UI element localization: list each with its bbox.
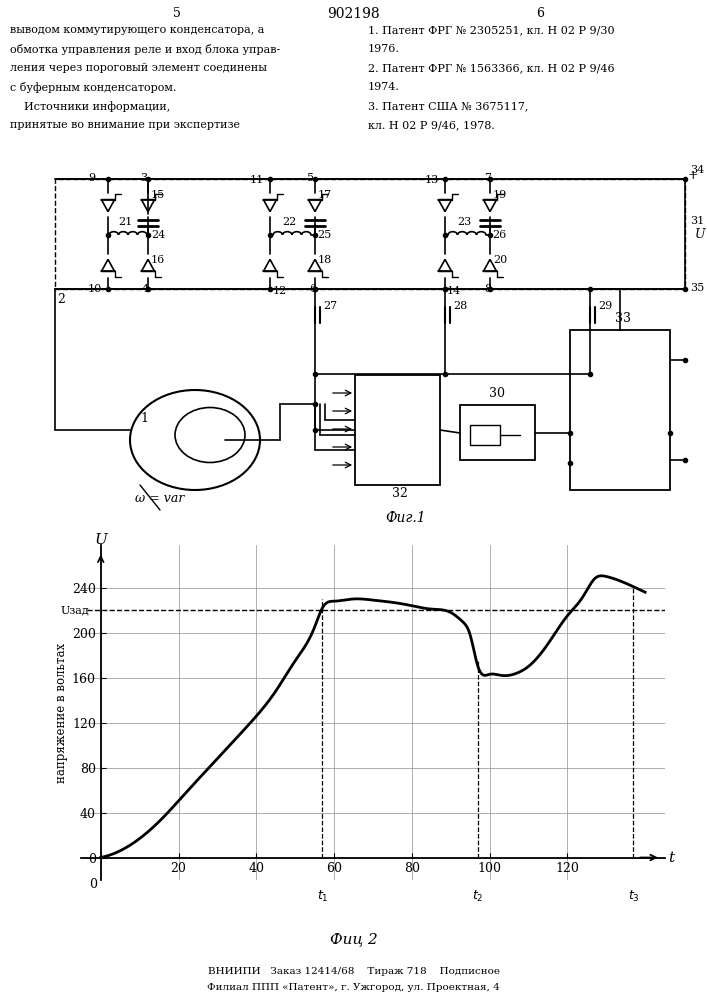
Text: 3. Патент США № 3675117,: 3. Патент США № 3675117, bbox=[368, 101, 528, 111]
Text: +: + bbox=[688, 169, 699, 182]
Text: 33: 33 bbox=[615, 312, 631, 325]
Text: Источники информации,: Источники информации, bbox=[10, 101, 170, 112]
Text: 15: 15 bbox=[151, 190, 165, 200]
Text: 31: 31 bbox=[690, 216, 704, 226]
Text: 32: 32 bbox=[392, 487, 408, 500]
Text: 2. Патент ФРГ № 1563366, кл. Н 02 Р 9/46: 2. Патент ФРГ № 1563366, кл. Н 02 Р 9/46 bbox=[368, 63, 614, 73]
Text: 902198: 902198 bbox=[327, 7, 380, 21]
Text: 1. Патент ФРГ № 2305251, кл. Н 02 Р 9/30: 1. Патент ФРГ № 2305251, кл. Н 02 Р 9/30 bbox=[368, 25, 614, 35]
Text: 5: 5 bbox=[173, 7, 181, 20]
Text: принятые во внимание при экспертизе: принятые во внимание при экспертизе bbox=[10, 120, 240, 130]
Text: 25: 25 bbox=[317, 230, 332, 240]
Text: 24: 24 bbox=[151, 230, 165, 240]
Text: 1974.: 1974. bbox=[368, 82, 400, 92]
Text: 17: 17 bbox=[318, 190, 332, 200]
Text: 34: 34 bbox=[690, 165, 704, 175]
Text: 11: 11 bbox=[250, 175, 264, 185]
Text: 20: 20 bbox=[493, 255, 507, 265]
Text: 2: 2 bbox=[57, 293, 65, 306]
Text: Фиц 2: Фиц 2 bbox=[329, 932, 378, 946]
Text: $t_2$: $t_2$ bbox=[472, 889, 484, 904]
Text: Филиал ППП «Патент», г. Ужгород, ул. Проектная, 4: Филиал ППП «Патент», г. Ужгород, ул. Про… bbox=[207, 984, 500, 992]
Text: 21: 21 bbox=[118, 217, 132, 227]
Text: 0: 0 bbox=[89, 878, 97, 891]
Text: 26: 26 bbox=[492, 230, 506, 240]
Text: 12: 12 bbox=[273, 286, 287, 296]
Text: 5: 5 bbox=[307, 173, 314, 183]
Text: обмотка управления реле и вход блока управ-: обмотка управления реле и вход блока упр… bbox=[10, 44, 280, 55]
Text: 18: 18 bbox=[318, 255, 332, 265]
Text: 1976.: 1976. bbox=[368, 44, 400, 54]
Text: U: U bbox=[94, 533, 107, 547]
Text: 4: 4 bbox=[142, 284, 149, 294]
Bar bbox=[460, 405, 535, 460]
Text: 14: 14 bbox=[447, 286, 461, 296]
Text: ВНИИПИ   Заказ 12414/68    Тираж 718    Подписное: ВНИИПИ Заказ 12414/68 Тираж 718 Подписно… bbox=[207, 968, 500, 976]
Text: 30: 30 bbox=[489, 387, 505, 400]
Text: 9: 9 bbox=[88, 173, 95, 183]
Text: 23: 23 bbox=[457, 217, 472, 227]
Text: 7: 7 bbox=[484, 173, 491, 183]
Bar bbox=[355, 375, 440, 485]
Text: ω = var: ω = var bbox=[135, 492, 185, 505]
Text: $t_1$: $t_1$ bbox=[317, 889, 328, 904]
Text: t: t bbox=[669, 851, 674, 865]
Text: 1: 1 bbox=[140, 412, 148, 425]
Text: 16: 16 bbox=[151, 255, 165, 265]
Text: $t_3$: $t_3$ bbox=[628, 889, 639, 904]
Text: 10: 10 bbox=[88, 284, 103, 294]
Text: ления через пороговый элемент соединены: ления через пороговый элемент соединены bbox=[10, 63, 267, 73]
Text: Uзад: Uзад bbox=[60, 605, 89, 615]
Text: U: U bbox=[695, 228, 706, 241]
Text: 6: 6 bbox=[309, 284, 316, 294]
Bar bbox=[570, 330, 670, 490]
Text: 29: 29 bbox=[598, 301, 612, 311]
Y-axis label: напряжение в вольтах: напряжение в вольтах bbox=[54, 642, 68, 783]
Text: 27: 27 bbox=[323, 301, 337, 311]
Text: 28: 28 bbox=[453, 301, 467, 311]
Bar bbox=[470, 425, 500, 445]
Text: 19: 19 bbox=[493, 190, 507, 200]
Text: 6: 6 bbox=[536, 7, 544, 20]
Text: с буферным конденсатором.: с буферным конденсатором. bbox=[10, 82, 176, 93]
Text: выводом коммутирующего конденсатора, а: выводом коммутирующего конденсатора, а bbox=[10, 25, 264, 35]
Text: 35: 35 bbox=[690, 283, 704, 293]
Text: 8: 8 bbox=[484, 284, 491, 294]
Text: кл. Н 02 Р 9/46, 1978.: кл. Н 02 Р 9/46, 1978. bbox=[368, 120, 495, 130]
Text: Фиг.1: Фиг.1 bbox=[385, 511, 426, 525]
Text: 13: 13 bbox=[425, 175, 439, 185]
Text: 3: 3 bbox=[140, 173, 147, 183]
Text: 22: 22 bbox=[282, 217, 296, 227]
